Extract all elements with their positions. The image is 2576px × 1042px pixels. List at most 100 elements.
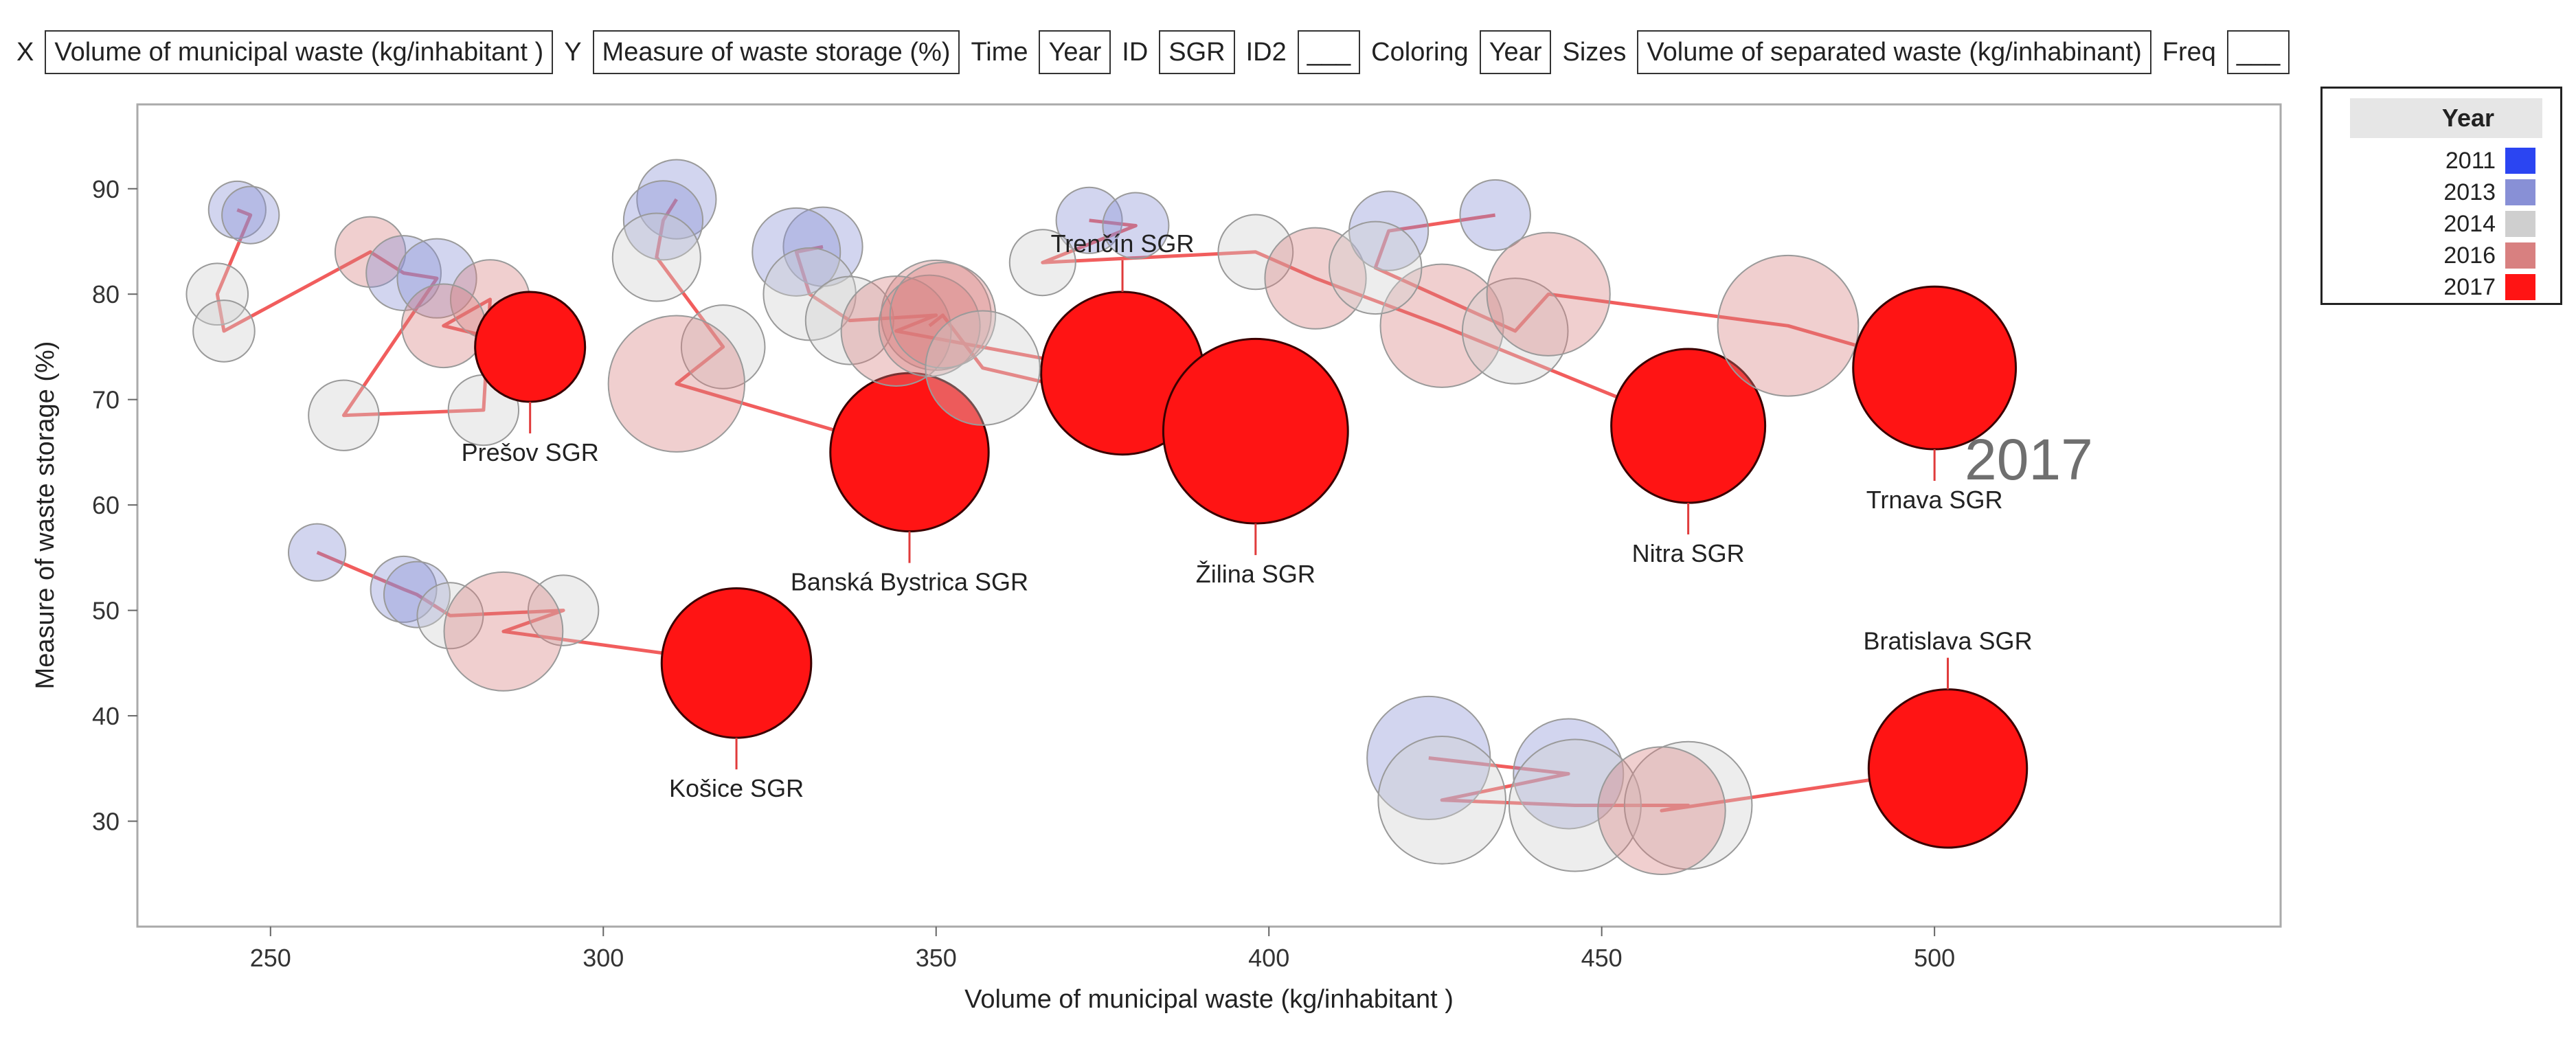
coloring-role-label: Coloring: [1371, 37, 1469, 67]
time-role-field[interactable]: Year: [1039, 30, 1111, 74]
bubble: [636, 159, 717, 240]
legend-swatch: [2505, 148, 2535, 174]
freq-role-label: Freq: [2162, 37, 2216, 67]
bubble: [383, 560, 451, 628]
bubble: [889, 262, 997, 369]
bubble: [680, 304, 766, 389]
coloring-role-field[interactable]: Year: [1479, 30, 1552, 74]
legend-swatch: [2505, 242, 2535, 269]
sizes-role-label: Sizes: [1562, 37, 1627, 67]
bubble: [1348, 190, 1430, 271]
bubble: [1008, 229, 1076, 297]
legend-item-label: 2016: [2443, 242, 2496, 269]
trail-line: [316, 550, 737, 665]
freq-role-field[interactable]: ___: [2226, 30, 2290, 74]
legend-item[interactable]: 2013: [2350, 177, 2542, 208]
bubble: [1102, 192, 1170, 260]
region-labels: Prešov SGR Banská Bystrica SGR Košice SGR T…: [462, 229, 2033, 802]
y-role-field[interactable]: Measure of waste storage (%): [592, 30, 960, 74]
bubble: [192, 299, 256, 363]
legend-swatch: [2505, 179, 2535, 205]
legend-item-label: 2013: [2443, 179, 2496, 205]
bubble: [1597, 746, 1726, 875]
x-tick-label: 500: [1914, 944, 1955, 972]
trail-line: [1041, 218, 1689, 428]
bubble: [288, 523, 347, 582]
legend-item[interactable]: 2011: [2350, 145, 2542, 177]
x-tick-label: 450: [1581, 944, 1623, 972]
bubble: [1377, 736, 1506, 865]
bubble-current: [1852, 285, 2018, 451]
bubble: [925, 310, 1041, 426]
bubble: [308, 379, 380, 451]
bubble: [840, 275, 952, 387]
region-label: Prešov SGR: [462, 438, 599, 466]
bubble: [1217, 214, 1294, 291]
bubble-current: [474, 291, 587, 403]
legend-item[interactable]: 2014: [2350, 208, 2542, 240]
x-role-field[interactable]: Volume of municipal waste (kg/inhabitant…: [45, 30, 554, 74]
bubble: [752, 207, 841, 297]
x-tick-label: 300: [583, 944, 624, 972]
bubble: [221, 185, 280, 245]
legend-header: Year: [2350, 98, 2542, 138]
region-label: Trenčín SGR: [1051, 229, 1195, 258]
x-axis-title: Volume of municipal waste (kg/inhabitant…: [964, 985, 1454, 1014]
bubble: [611, 212, 701, 302]
id-role-label: ID: [1122, 37, 1149, 67]
bubble: [1055, 186, 1123, 254]
bubble: [1486, 231, 1611, 356]
legend-item[interactable]: 2016: [2350, 240, 2542, 271]
bubble: [1264, 227, 1367, 330]
x-tick-label: 350: [916, 944, 957, 972]
bubble: [334, 216, 407, 288]
id2-role-label: ID2: [1245, 37, 1287, 67]
x-tick-label: 400: [1248, 944, 1289, 972]
legend-item-label: 2014: [2443, 211, 2496, 237]
y-tick-label: 30: [92, 808, 120, 836]
id-role-field[interactable]: SGR: [1159, 30, 1235, 74]
region-label: Nitra SGR: [1632, 539, 1745, 567]
y-tick-label: 60: [92, 491, 120, 519]
bubble: [622, 180, 704, 261]
bubble: [607, 315, 746, 453]
bubble-current: [1162, 337, 1349, 525]
bubble: [365, 235, 442, 311]
bubbles: [185, 159, 2029, 875]
x-role-label: X: [16, 37, 34, 67]
region-label: Banská Bystrica SGR: [791, 568, 1028, 596]
axis-ticks: 250 300 350 400 450 500 30 40 50 60 70 80 90: [92, 175, 1955, 972]
bubble: [1513, 718, 1625, 830]
x-tick-label: 250: [250, 944, 291, 972]
bubble: [1329, 220, 1423, 315]
bubble: [1461, 278, 1569, 385]
role-bar: X Volume of municipal waste (kg/inhabita…: [14, 25, 2290, 80]
bubble: [804, 275, 894, 365]
id2-role-field[interactable]: ___: [1297, 30, 1361, 74]
trail-line: [1373, 213, 1935, 370]
trail-line: [1428, 756, 1948, 813]
y-tick-label: 80: [92, 280, 120, 308]
legend-item-label: 2017: [2443, 274, 2496, 300]
region-label: Bratislava SGR: [1863, 627, 2032, 655]
region-label: Trnava SGR: [1866, 486, 2003, 514]
y-tick-label: 40: [92, 702, 120, 730]
bubble: [1459, 179, 1531, 251]
region-label: Košice SGR: [669, 774, 804, 802]
y-tick-label: 70: [92, 386, 120, 414]
y-tick-label: 90: [92, 175, 120, 203]
trail-line: [794, 245, 1123, 375]
bubble: [527, 574, 600, 646]
bubble: [1717, 254, 1860, 397]
legend-item[interactable]: 2017: [2350, 271, 2542, 303]
legend: Year 2011 2013 2014 2016 2017: [2320, 87, 2562, 305]
legend-swatch: [2505, 274, 2535, 300]
sizes-role-field[interactable]: Volume of separated waste (kg/inhabinant…: [1637, 30, 2151, 74]
time-role-label: Time: [971, 37, 1028, 67]
bubble: [400, 283, 486, 369]
legend-swatch: [2505, 211, 2535, 237]
bubble: [370, 555, 438, 623]
bubble: [416, 582, 484, 650]
bubble: [443, 571, 564, 692]
